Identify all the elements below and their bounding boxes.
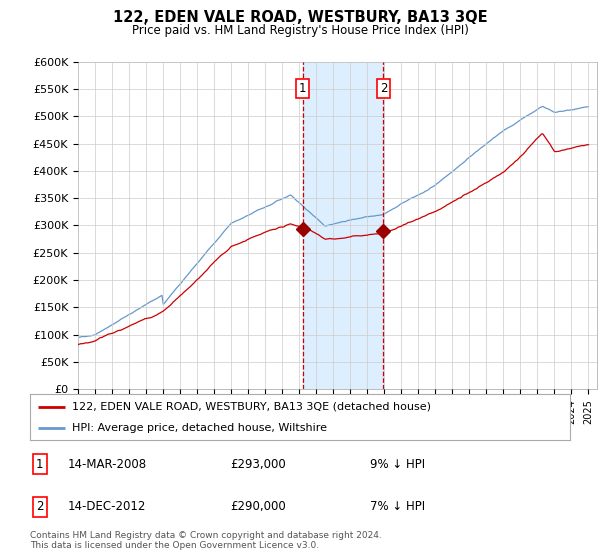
Text: 14-MAR-2008: 14-MAR-2008 [68,458,147,471]
Text: £290,000: £290,000 [230,500,286,514]
Bar [302,62,383,389]
Text: 122, EDEN VALE ROAD, WESTBURY, BA13 3QE (detached house): 122, EDEN VALE ROAD, WESTBURY, BA13 3QE … [72,402,431,412]
Text: 2: 2 [380,82,387,95]
Text: 2: 2 [36,500,43,514]
Text: Price paid vs. HM Land Registry's House Price Index (HPI): Price paid vs. HM Land Registry's House … [131,24,469,36]
Text: 9% ↓ HPI: 9% ↓ HPI [370,458,425,471]
Text: 1: 1 [36,458,43,471]
Text: 7% ↓ HPI: 7% ↓ HPI [370,500,425,514]
Text: HPI: Average price, detached house, Wiltshire: HPI: Average price, detached house, Wilt… [72,423,327,433]
Text: 14-DEC-2012: 14-DEC-2012 [68,500,146,514]
Text: 122, EDEN VALE ROAD, WESTBURY, BA13 3QE: 122, EDEN VALE ROAD, WESTBURY, BA13 3QE [113,10,487,25]
Text: Contains HM Land Registry data © Crown copyright and database right 2024.
This d: Contains HM Land Registry data © Crown c… [30,531,382,550]
Text: £293,000: £293,000 [230,458,286,471]
Text: 1: 1 [299,82,307,95]
